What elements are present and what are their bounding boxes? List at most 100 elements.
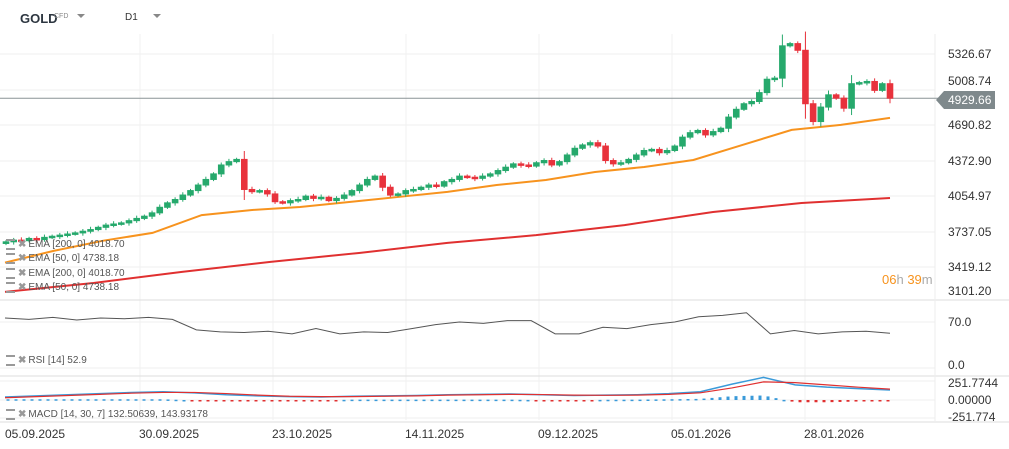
legend-macd[interactable]: ✖ MACD [14, 30, 7] 132.50639, 143.93178	[6, 409, 208, 421]
candle	[556, 161, 563, 166]
candle	[779, 45, 786, 79]
candle	[879, 83, 886, 91]
candle	[479, 175, 486, 179]
candle	[679, 136, 686, 147]
candle	[402, 190, 410, 195]
macd-histogram-bar	[62, 399, 66, 401]
settings-icon[interactable]	[6, 282, 15, 293]
macd-histogram-bar	[558, 400, 562, 402]
close-icon[interactable]: ✖	[18, 253, 27, 265]
macd-histogram-bar	[438, 399, 442, 402]
macd-histogram-bar	[6, 399, 10, 401]
date-tick: 28.01.2026	[804, 427, 865, 441]
candle	[333, 197, 340, 202]
candle	[94, 226, 102, 231]
macd-histogram-bar	[702, 398, 706, 401]
symbol-label[interactable]: GOLD	[20, 11, 58, 26]
macd-histogram-bar	[398, 399, 402, 402]
candle	[48, 235, 56, 239]
symbol-dropdown-icon[interactable]	[77, 14, 85, 18]
macd-histogram-bar	[262, 400, 266, 402]
candle	[256, 190, 263, 193]
legend-ema200[interactable]: ✖ EMA [200, 0] 4018.70	[6, 239, 125, 251]
candle	[802, 49, 809, 105]
candle	[756, 92, 763, 103]
candle	[771, 77, 778, 81]
candle	[118, 222, 125, 225]
settings-icon[interactable]	[6, 355, 15, 366]
macd-histogram-bar	[182, 399, 186, 402]
macd-histogram-bar	[462, 399, 466, 402]
candle	[633, 154, 640, 160]
macd-histogram-bar	[718, 397, 722, 400]
macd-histogram-bar	[694, 398, 698, 401]
macd-histogram-bar	[518, 399, 522, 402]
price-tick: 5008.74	[948, 74, 992, 88]
macd-histogram-bar	[166, 399, 170, 401]
candle	[210, 173, 217, 180]
candle	[64, 233, 71, 237]
macd-histogram-bar	[526, 399, 530, 402]
macd-histogram-bar	[118, 399, 122, 401]
legend-ema50[interactable]: ✖ EMA [50, 0] 4738.18	[6, 282, 119, 294]
macd-histogram-bar	[766, 396, 770, 400]
candle	[110, 223, 117, 226]
macd-histogram-bar	[382, 399, 386, 402]
macd-histogram-bar	[486, 399, 490, 402]
macd-histogram-bar	[814, 400, 818, 403]
macd-histogram-bar	[414, 399, 418, 402]
candle	[671, 145, 679, 152]
candle	[863, 80, 871, 84]
candle	[294, 198, 302, 202]
macd-histogram-bar	[646, 399, 650, 401]
close-icon[interactable]: ✖	[18, 409, 27, 421]
candle	[279, 201, 287, 204]
macd-histogram-bar	[422, 399, 426, 402]
settings-icon[interactable]	[6, 253, 15, 264]
timeframe-dropdown-icon[interactable]	[153, 14, 161, 18]
rsi-tick: 70.0	[948, 315, 972, 329]
macd-histogram-bar	[358, 399, 362, 402]
settings-icon[interactable]	[6, 409, 15, 420]
legend-ema200[interactable]: ✖ EMA [200, 0] 4018.70	[6, 268, 125, 280]
close-icon[interactable]: ✖	[18, 282, 27, 294]
macd-histogram-bar	[246, 400, 250, 402]
macd-tick: -251.774	[948, 410, 996, 424]
macd-histogram-bar	[430, 399, 434, 402]
price-tick: 3737.05	[948, 225, 992, 239]
legend-ema50[interactable]: ✖ EMA [50, 0] 4738.18	[6, 253, 119, 265]
close-icon[interactable]: ✖	[18, 239, 27, 251]
macd-histogram-bar	[550, 400, 554, 402]
macd-histogram-bar	[286, 400, 290, 402]
candle	[717, 127, 725, 133]
macd-histogram-bar	[774, 398, 778, 400]
macd-histogram-bar	[254, 400, 258, 402]
macd-histogram-bar	[534, 400, 538, 402]
candle	[233, 158, 240, 163]
candle	[740, 103, 748, 110]
close-icon[interactable]: ✖	[18, 268, 27, 280]
macd-histogram-bar	[614, 399, 618, 402]
legend-rsi[interactable]: ✖ RSI [14] 52.9	[6, 355, 87, 367]
candle	[363, 178, 371, 186]
candle	[87, 229, 94, 232]
macd-histogram-bar	[606, 399, 610, 402]
settings-icon[interactable]	[6, 268, 15, 279]
close-icon[interactable]: ✖	[18, 355, 27, 367]
candle	[394, 193, 402, 196]
macd-histogram-bar	[734, 396, 738, 400]
macd-histogram-bar	[470, 399, 474, 402]
candle	[18, 239, 25, 243]
candle	[563, 154, 571, 163]
candle	[41, 236, 48, 241]
macd-histogram-bar	[126, 399, 130, 401]
macd-histogram-bar	[542, 400, 546, 402]
timeframe-label[interactable]: D1	[125, 12, 138, 23]
macd-histogram-bar	[678, 399, 682, 401]
macd-histogram-bar	[638, 399, 642, 402]
macd-histogram-bar	[54, 399, 58, 401]
candle	[287, 200, 294, 204]
settings-icon[interactable]	[6, 239, 15, 250]
candle	[517, 163, 525, 166]
